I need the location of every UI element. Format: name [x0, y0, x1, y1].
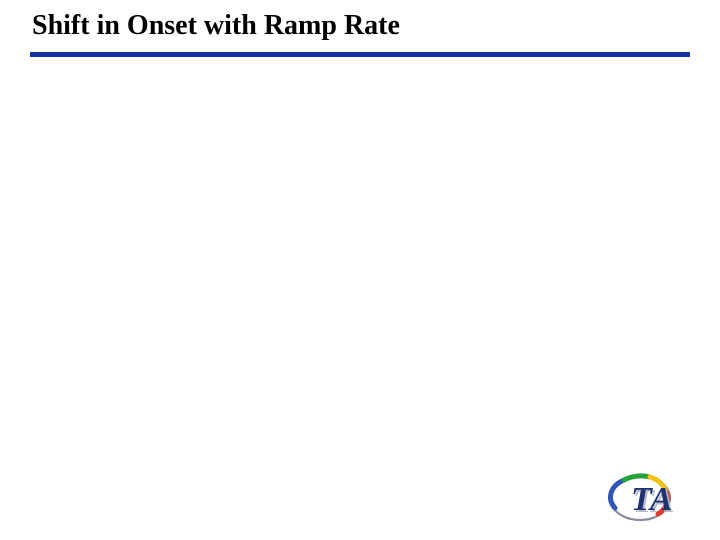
ta-logo-svg: TA TA	[606, 472, 692, 524]
ta-logo: TA TA	[606, 472, 692, 524]
slide-title: Shift in Onset with Ramp Rate	[32, 10, 400, 42]
title-underline	[30, 52, 690, 57]
svg-text:TA: TA	[631, 481, 673, 518]
slide: Shift in Onset with Ramp Rate TA TA	[0, 0, 720, 540]
